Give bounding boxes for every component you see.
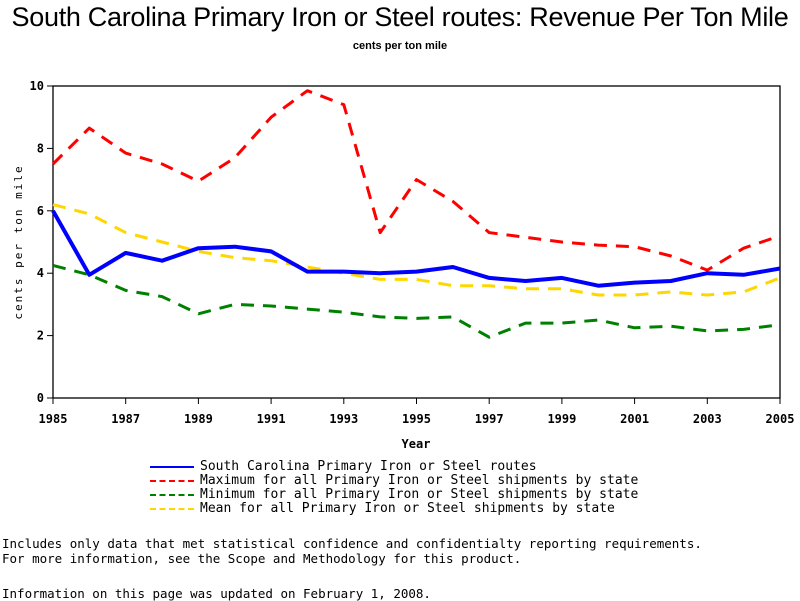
x-tick-label: 1999 [547, 412, 576, 426]
y-tick-label: 2 [37, 329, 44, 343]
legend-label: South Carolina Primary Iron or Steel rou… [200, 460, 537, 474]
legend-item: Minimum for all Primary Iron or Steel sh… [150, 488, 638, 502]
y-tick-label: 8 [37, 141, 44, 155]
legend-swatch-max [150, 480, 194, 482]
y-tick-label: 4 [37, 266, 44, 280]
x-tick-label: 2003 [693, 412, 722, 426]
x-tick-label: 1995 [402, 412, 431, 426]
legend-label: Maximum for all Primary Iron or Steel sh… [200, 474, 638, 488]
legend-item: South Carolina Primary Iron or Steel rou… [150, 460, 638, 474]
legend: South Carolina Primary Iron or Steel rou… [150, 460, 638, 516]
y-tick-label: 0 [37, 391, 44, 405]
line-chart: 0 2 4 6 8 10 1985 1987 1989 1991 1993 1995 1997 1999 2… [0, 0, 800, 460]
y-axis-label: cents per ton mile [12, 164, 25, 319]
x-tick-label: 1989 [184, 412, 213, 426]
legend-item: Maximum for all Primary Iron or Steel sh… [150, 474, 638, 488]
legend-label: Minimum for all Primary Iron or Steel sh… [200, 488, 638, 502]
legend-item: Mean for all Primary Iron or Steel shipm… [150, 502, 638, 516]
x-tick-label: 1993 [329, 412, 358, 426]
x-tick-label: 2005 [766, 412, 795, 426]
x-tick-label: 1991 [257, 412, 286, 426]
footnote-confidence: Includes only data that met statistical … [2, 536, 702, 551]
updated-note: Information on this page was updated on … [2, 586, 431, 601]
footnote-methodology: For more information, see the Scope and … [2, 551, 702, 566]
footnotes: Includes only data that met statistical … [2, 536, 702, 566]
x-tick-label: 2001 [620, 412, 649, 426]
series-min-line [53, 265, 780, 337]
series-sc-line [53, 211, 780, 286]
legend-swatch-sc [150, 466, 194, 468]
series-layer [53, 91, 780, 338]
x-tick-label: 1997 [475, 412, 504, 426]
legend-swatch-min [150, 494, 194, 496]
x-tick-label: 1987 [111, 412, 140, 426]
legend-swatch-mean [150, 508, 194, 510]
y-tick-label: 6 [37, 204, 44, 218]
axes: 0 2 4 6 8 10 1985 1987 1989 1991 1993 1995 1997 1999 2… [30, 79, 795, 426]
x-tick-label: 1985 [39, 412, 68, 426]
x-axis-label: Year [402, 437, 431, 451]
legend-label: Mean for all Primary Iron or Steel shipm… [200, 502, 615, 516]
y-tick-label: 10 [30, 79, 44, 93]
